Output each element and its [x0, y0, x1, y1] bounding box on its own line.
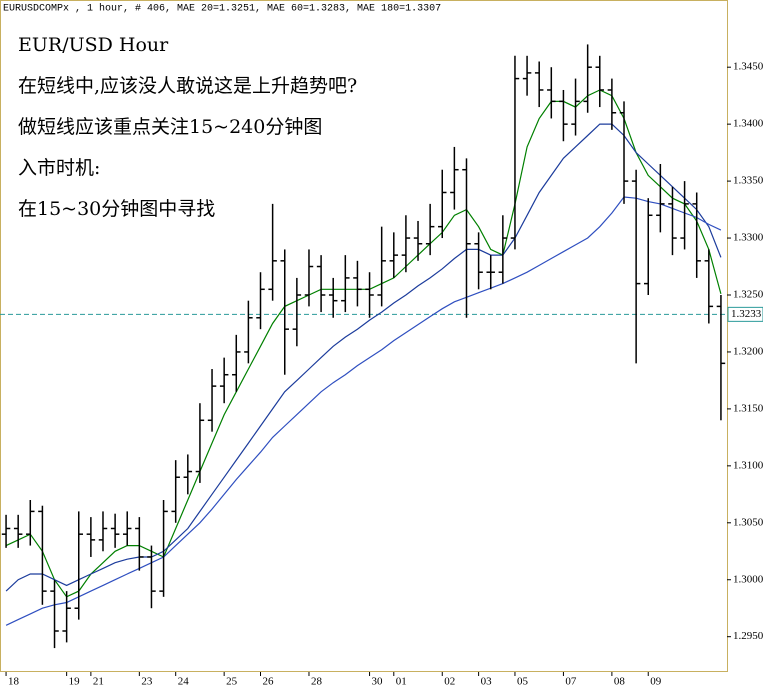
annotation: 做短线应该重点关注15~240分钟图 — [18, 116, 322, 138]
x-tick-label: 25 — [226, 676, 238, 688]
x-tick-label: 26 — [263, 676, 275, 688]
x-tick-label: 07 — [565, 676, 577, 688]
x-tick-label: 05 — [517, 676, 529, 688]
y-tick-label: 1.3200 — [733, 345, 763, 357]
annotation: 在15~30分钟图中寻找 — [18, 198, 215, 220]
y-tick-label: 1.3050 — [733, 516, 763, 528]
x-tick-label: 09 — [650, 676, 662, 688]
x-tick-label: 01 — [396, 676, 407, 688]
level-label-box — [727, 306, 763, 322]
level-label: 1.3233 — [731, 308, 762, 320]
y-tick-label: 1.3400 — [733, 118, 763, 130]
x-tick-label: 21 — [93, 676, 104, 688]
x-tick-label: 24 — [178, 676, 190, 688]
x-tick-label: 02 — [444, 676, 455, 688]
y-tick-label: 1.3000 — [733, 573, 763, 585]
y-tick-label: 1.3350 — [733, 175, 763, 187]
chart-header: EURUSDCOMPx , 1 hour, # 406, MAE 20=1.32… — [3, 3, 441, 15]
x-tick-label: 23 — [141, 676, 153, 688]
moving-average — [5, 123, 722, 592]
y-tick-label: 1.3100 — [733, 459, 763, 471]
annotation: 入市时机: — [18, 157, 100, 179]
y-tick-label: 1.3150 — [733, 402, 763, 414]
x-tick-label: 03 — [481, 676, 493, 688]
x-tick-label: 19 — [69, 676, 81, 688]
y-tick-label: 1.2950 — [733, 630, 763, 642]
x-tick-label: 18 — [8, 676, 20, 688]
x-tick-label: 28 — [311, 676, 323, 688]
x-tick-label: 08 — [614, 676, 626, 688]
y-tick-label: 1.3250 — [733, 289, 763, 301]
plot-frame — [0, 0, 728, 672]
moving-average — [5, 196, 722, 626]
moving-average — [5, 89, 722, 598]
annotation: EUR/USD Hour — [18, 34, 169, 56]
y-tick-label: 1.3450 — [733, 61, 763, 73]
y-tick-label: 1.3300 — [733, 232, 763, 244]
x-tick-label: 30 — [372, 676, 384, 688]
annotation: 在短线中,应该没人敢说这是上升趋势吧? — [18, 75, 357, 97]
